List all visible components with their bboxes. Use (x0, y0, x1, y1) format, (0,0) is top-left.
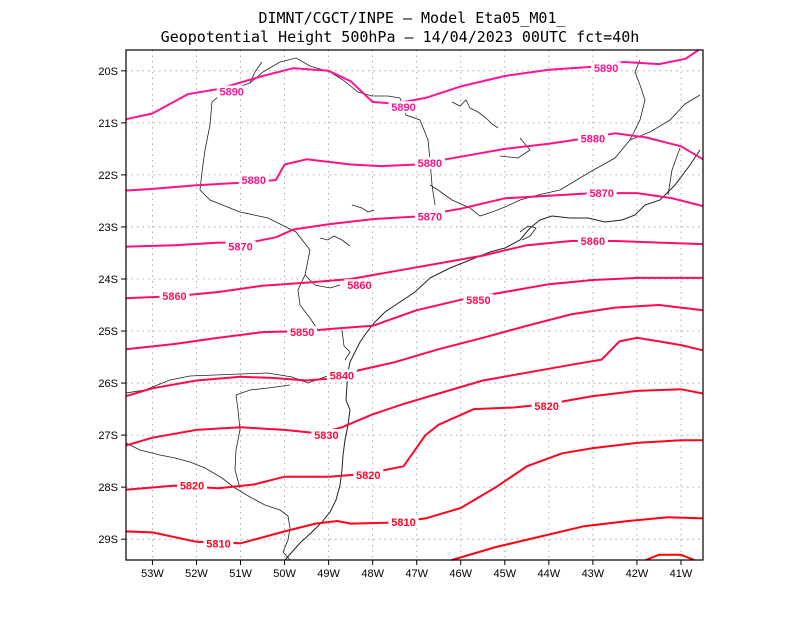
contour-label-background (216, 85, 247, 98)
contour-line-5880 (125, 132, 704, 192)
contour-label-5870: 5870 (418, 212, 442, 224)
contour-label-5860: 5860 (347, 280, 371, 292)
contour-lines: 5890 5890 5890 5880 5880 5880 5870 5870 5870 5860… (125, 49, 704, 561)
x-tick-label: 43W (582, 568, 605, 580)
contour-line-5860 (125, 240, 704, 300)
contour-label-5870: 5870 (228, 242, 252, 254)
contour-label-5860: 5860 (162, 291, 186, 303)
y-tick-label: 23S (98, 222, 118, 234)
contour-line-5820 (125, 388, 704, 491)
contour-label-background (177, 479, 208, 492)
contour-label-5860: 5860 (581, 236, 605, 248)
contour-label-background (388, 516, 419, 529)
contour-label-5820: 5820 (534, 401, 558, 413)
state-border (341, 329, 351, 361)
contour-label-5810: 5810 (206, 538, 230, 550)
contour-line-5850 (125, 276, 703, 351)
contour-label-5810: 5810 (391, 517, 415, 529)
x-tick-label: 41W (670, 568, 693, 580)
contour-line-5800 (451, 516, 704, 561)
contour-label-background (463, 293, 494, 306)
state-border (235, 384, 291, 396)
contour-label-background (326, 369, 357, 382)
state-border (297, 274, 319, 331)
y-tick-label: 21S (98, 118, 118, 130)
y-tick-label: 20S (98, 66, 118, 78)
y-tick-label: 29S (98, 534, 118, 546)
title-line-2: Geopotential Height 500hPa – 14/04/2023 … (161, 28, 640, 46)
contour-line-5790 (645, 553, 695, 561)
y-tick-label: 26S (98, 378, 118, 390)
contour-label-background (586, 187, 617, 200)
contour-label-5820: 5820 (356, 470, 380, 482)
coastline (284, 149, 701, 561)
reservoir (319, 235, 351, 247)
x-tick-label: 48W (361, 568, 384, 580)
axis-ticks: 53W 52W 51W 50W 49W 48W 47W 46W 45W 44W 43W 42W 41W 2… (98, 66, 692, 580)
contour-label-5870: 5870 (589, 188, 613, 200)
contour-line-5830 (125, 336, 704, 447)
state-border (499, 137, 531, 159)
contour-label-background (287, 326, 318, 339)
contour-label-background (591, 62, 622, 75)
x-tick-label: 44W (538, 568, 561, 580)
state-border (399, 97, 436, 206)
state-border (125, 370, 353, 394)
y-tick-label: 25S (98, 326, 118, 338)
x-tick-label: 49W (317, 568, 340, 580)
contour-label-background (353, 469, 384, 482)
x-tick-label: 45W (493, 568, 516, 580)
state-border (199, 124, 341, 289)
contour-label-background (414, 210, 445, 223)
contour-label-background (238, 174, 269, 187)
contour-label-5850: 5850 (466, 295, 490, 307)
x-tick-label: 46W (449, 568, 472, 580)
contour-label-5880: 5880 (581, 133, 605, 145)
country-border (125, 442, 291, 561)
x-tick-label: 52W (185, 568, 208, 580)
contour-label-background (225, 240, 256, 253)
contour-label-background (531, 399, 562, 412)
gridlines (126, 50, 703, 560)
x-tick-label: 51W (229, 568, 252, 580)
contour-label-background (159, 290, 190, 303)
y-tick-label: 22S (98, 170, 118, 182)
state-border (234, 394, 241, 489)
state-border (429, 94, 701, 217)
contour-label-background (203, 537, 234, 550)
contour-label-5880: 5880 (241, 175, 265, 187)
contour-label-5890: 5890 (391, 102, 415, 114)
plot-frame (125, 49, 704, 561)
contour-label-background (388, 101, 419, 114)
contour-label-5890: 5890 (594, 63, 618, 75)
contour-label-background (577, 234, 608, 247)
reservoir (451, 99, 499, 129)
contour-label-5890: 5890 (219, 87, 243, 99)
x-tick-label: 50W (273, 568, 296, 580)
contour-label-5850: 5850 (290, 327, 314, 339)
y-tick-label: 28S (98, 482, 118, 494)
y-tick-label: 27S (98, 430, 118, 442)
bay (519, 225, 537, 241)
reservoir (351, 204, 375, 213)
y-tick-label: 24S (98, 274, 118, 286)
contour-label-5840: 5840 (330, 370, 354, 382)
contour-label-background (414, 156, 445, 169)
contour-label-background (311, 429, 342, 442)
contour-label-5830: 5830 (314, 430, 338, 442)
x-tick-label: 53W (141, 568, 164, 580)
contour-label-background (577, 132, 608, 145)
contour-label-5820: 5820 (180, 481, 204, 493)
state-border (629, 59, 646, 141)
contour-line-5840 (125, 304, 704, 398)
contour-label-background (344, 279, 375, 292)
state-border (667, 147, 681, 196)
x-tick-label: 47W (405, 568, 428, 580)
x-tick-label: 42W (626, 568, 649, 580)
contour-label-5880: 5880 (418, 158, 442, 170)
title-line-1: DIMNT/CGCT/INPE – Model Eta05_M01_ (258, 9, 566, 27)
